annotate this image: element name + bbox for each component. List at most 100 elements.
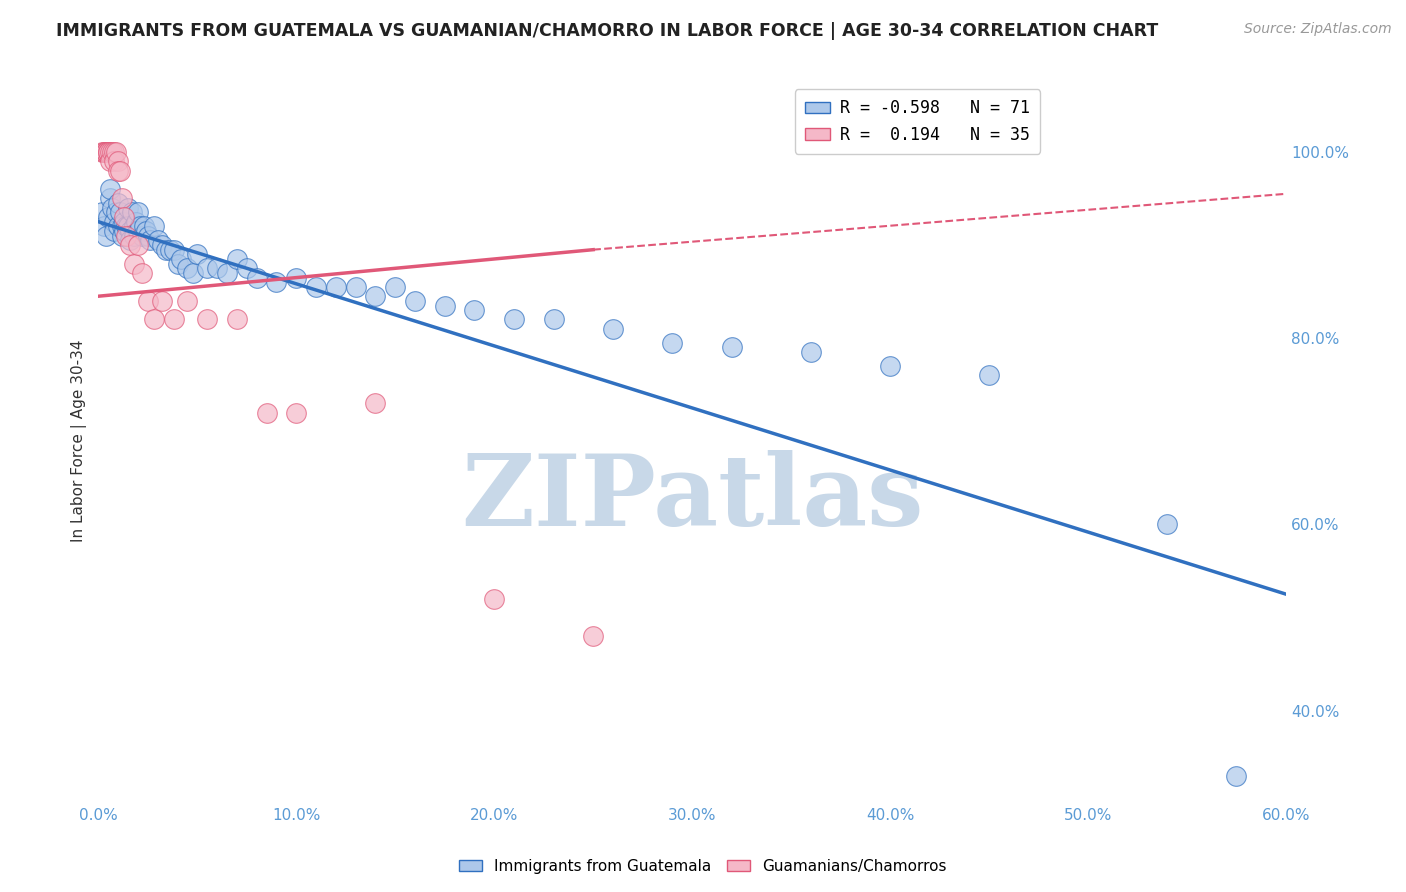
Point [543, 312, 565, 326]
Point [661, 335, 683, 350]
Point [111, 228, 134, 243]
Point [121, 205, 143, 219]
Point [111, 219, 134, 234]
Point [176, 293, 198, 308]
Point [115, 219, 138, 234]
Point [166, 257, 188, 271]
Point [384, 280, 406, 294]
Point [129, 219, 152, 234]
Point [98, 182, 121, 196]
Text: IMMIGRANTS FROM GUATEMALA VS GUAMANIAN/CHAMORRO IN LABOR FORCE | AGE 30-34 CORRE: IMMIGRANTS FROM GUATEMALA VS GUAMANIAN/C… [56, 22, 1159, 40]
Point [103, 224, 125, 238]
Point [135, 224, 157, 238]
Point [159, 243, 181, 257]
Point [103, 145, 125, 159]
Point [107, 154, 129, 169]
Text: ZIPatlas: ZIPatlas [461, 450, 924, 547]
Point [96, 145, 118, 159]
Point [101, 145, 124, 159]
Point [117, 201, 139, 215]
Point [256, 406, 278, 420]
Point [433, 299, 456, 313]
Point [127, 238, 149, 252]
Point [720, 340, 742, 354]
Point [107, 196, 129, 211]
Point [150, 238, 173, 252]
Point [215, 266, 238, 280]
Point [91, 145, 114, 159]
Point [108, 205, 131, 219]
Point [977, 368, 1000, 383]
Point [305, 280, 328, 294]
Y-axis label: In Labor Force | Age 30-34: In Labor Force | Age 30-34 [72, 339, 87, 541]
Point [98, 145, 121, 159]
Point [97, 145, 120, 159]
Point [225, 252, 247, 266]
Point [195, 261, 218, 276]
Point [170, 252, 193, 266]
Point [93, 145, 115, 159]
Legend: R = -0.598   N = 71, R =  0.194   N = 35: R = -0.598 N = 71, R = 0.194 N = 35 [796, 89, 1040, 153]
Point [93, 219, 115, 234]
Point [107, 219, 129, 234]
Point [122, 257, 145, 271]
Point [136, 228, 159, 243]
Point [101, 201, 124, 215]
Point [103, 215, 125, 229]
Point [146, 233, 169, 247]
Point [111, 191, 134, 205]
Point [93, 145, 115, 159]
Point [150, 293, 173, 308]
Point [103, 154, 125, 169]
Point [183, 266, 205, 280]
Point [344, 280, 367, 294]
Point [285, 406, 308, 420]
Point [127, 224, 149, 238]
Point [484, 591, 506, 606]
Point [105, 145, 128, 159]
Point [118, 224, 141, 238]
Point [195, 312, 218, 326]
Point [225, 312, 247, 326]
Point [602, 322, 624, 336]
Point [404, 293, 426, 308]
Point [246, 270, 269, 285]
Point [125, 215, 148, 229]
Point [364, 289, 387, 303]
Point [162, 243, 184, 257]
Point [112, 210, 135, 224]
Point [285, 270, 308, 285]
Point [364, 396, 387, 410]
Point [176, 261, 198, 276]
Point [162, 312, 184, 326]
Point [139, 233, 162, 247]
Point [118, 233, 141, 247]
Point [325, 280, 347, 294]
Point [122, 219, 145, 234]
Point [112, 224, 135, 238]
Point [155, 243, 177, 257]
Point [96, 228, 118, 243]
Point [131, 266, 153, 280]
Point [97, 210, 120, 224]
Point [127, 205, 149, 219]
Point [266, 275, 288, 289]
Point [879, 359, 901, 373]
Point [132, 219, 155, 234]
Point [131, 228, 153, 243]
Point [186, 247, 208, 261]
Point [800, 345, 823, 359]
Point [98, 191, 121, 205]
Point [1225, 769, 1247, 783]
Point [236, 261, 259, 276]
Point [118, 238, 141, 252]
Point [97, 145, 120, 159]
Point [142, 219, 165, 234]
Point [205, 261, 228, 276]
Point [1156, 517, 1178, 532]
Point [115, 228, 138, 243]
Point [117, 219, 139, 234]
Point [112, 215, 135, 229]
Point [105, 205, 128, 219]
Point [142, 312, 165, 326]
